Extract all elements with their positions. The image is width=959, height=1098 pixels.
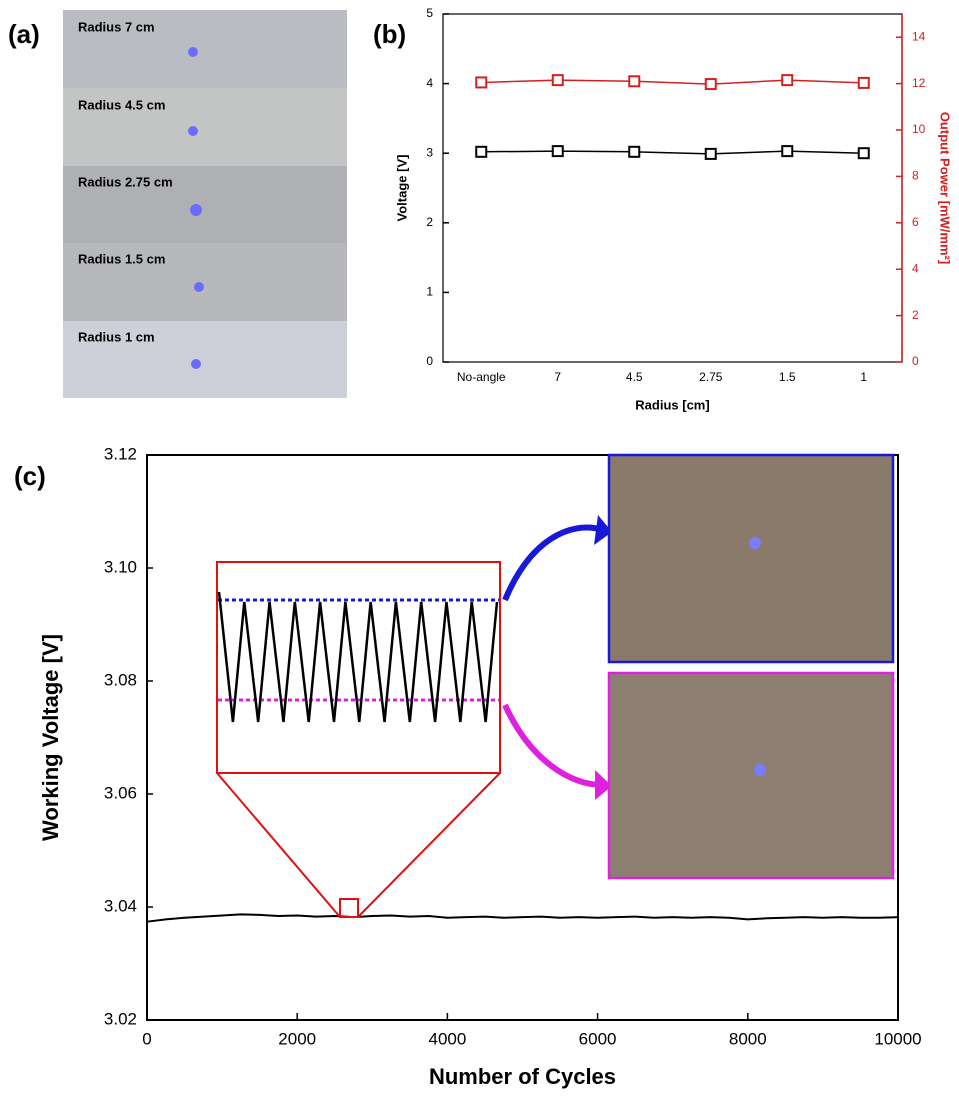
plot-frame (146, 454, 899, 1021)
y-tick-label: 3 (426, 145, 433, 159)
y2-tick-label: 10 (912, 122, 926, 136)
x-tick-label: 7 (554, 370, 561, 384)
inset-wave (217, 591, 499, 723)
photo-label: Radius 1.5 cm (78, 251, 165, 266)
x-tick-label: 6000 (579, 1029, 617, 1048)
led (188, 126, 198, 136)
y-axis-label: Working Voltage [V] (38, 634, 63, 841)
y2-tick-label: 4 (912, 261, 919, 275)
marker (551, 74, 564, 87)
led (749, 537, 761, 549)
x-tick-label: 4000 (428, 1029, 466, 1048)
marker (704, 78, 717, 91)
photo-label: Radius 4.5 cm (78, 97, 165, 112)
marker (857, 147, 870, 160)
x-tick-label: 1.5 (779, 370, 796, 384)
arrow-head (594, 515, 612, 545)
y-tick-label: 3.12 (104, 444, 137, 463)
y2-tick-label: 14 (912, 29, 926, 43)
zoom-inset (216, 453, 895, 918)
x-tick-label: 8000 (729, 1029, 767, 1048)
zoom-box (339, 898, 359, 918)
photo-stack (63, 10, 347, 398)
chart: No-angle 7 4.5 2.75 1.5 101234502468101214Out… (394, 6, 952, 412)
photo (607, 671, 895, 880)
marker (857, 76, 870, 89)
zoom-line (216, 772, 501, 918)
arrow-head (595, 770, 612, 800)
arrow (502, 524, 604, 602)
y2-tick-label: 12 (912, 76, 926, 90)
y-tick-label: 3.06 (104, 783, 137, 802)
marker (781, 74, 794, 87)
photo-label: Radius 7 cm (78, 19, 155, 34)
y-tick-label: 2 (426, 215, 433, 229)
photo (63, 321, 347, 398)
chart: 0 2000 4000 6000 8000 10000 3.02 3.04 3.06 3.08 3.… (38, 444, 922, 1088)
marker (628, 145, 641, 158)
panel-label: (c) (14, 461, 46, 491)
panel-label: (b) (373, 19, 406, 49)
marker (475, 145, 488, 158)
photo-label: Radius 2.75 cm (78, 174, 173, 189)
y2-tick-label: 0 (912, 354, 919, 368)
x-tick-label: 2.75 (699, 370, 723, 384)
y-tick-label: 3.04 (104, 896, 137, 915)
photo (63, 166, 347, 243)
photo (63, 88, 347, 166)
y-axis-label: Voltage [V] (394, 155, 409, 222)
x-tick-label: No-angle (457, 370, 506, 384)
x-tick-label: 10000 (874, 1029, 921, 1048)
y-tick-label: 3.10 (104, 557, 137, 576)
series-line (481, 79, 864, 85)
y2-tick-label: 2 (912, 308, 919, 322)
plot-frame (442, 13, 903, 363)
arrow (502, 703, 604, 788)
y-tick-label: 3.02 (104, 1009, 137, 1028)
marker (781, 145, 794, 158)
marker (475, 76, 488, 89)
y2-tick-label: 8 (912, 169, 919, 183)
marker (628, 75, 641, 88)
x-tick-label: 1 (860, 370, 867, 384)
photo (63, 243, 347, 321)
y-tick-label: 4 (426, 76, 433, 90)
series-line (146, 913, 899, 923)
x-tick-label: 4.5 (626, 370, 643, 384)
y2-tick-label: 6 (912, 215, 919, 229)
x-tick-label: 2000 (278, 1029, 316, 1048)
marker (551, 145, 564, 158)
x-tick-label: 0 (142, 1029, 151, 1048)
x-axis-label: Radius [cm] (635, 397, 709, 412)
panel-label: (a) (8, 19, 40, 49)
series-line (481, 150, 864, 155)
y-tick-label: 1 (426, 285, 433, 299)
led (194, 282, 204, 292)
photo (607, 453, 895, 664)
x-axis-label: Number of Cycles (429, 1064, 616, 1089)
y-tick-label: 3.08 (104, 670, 137, 689)
led (188, 47, 198, 57)
led (754, 764, 766, 776)
led (191, 359, 201, 369)
inset-frame (216, 561, 501, 774)
marker (704, 147, 717, 160)
y-tick-label: 5 (426, 6, 433, 20)
photo (63, 10, 347, 88)
y2-axis-label: Output Power [mW/mm²] (938, 112, 953, 264)
photo-label: Radius 1 cm (78, 329, 155, 344)
led (190, 204, 202, 216)
y-tick-label: 0 (426, 354, 433, 368)
